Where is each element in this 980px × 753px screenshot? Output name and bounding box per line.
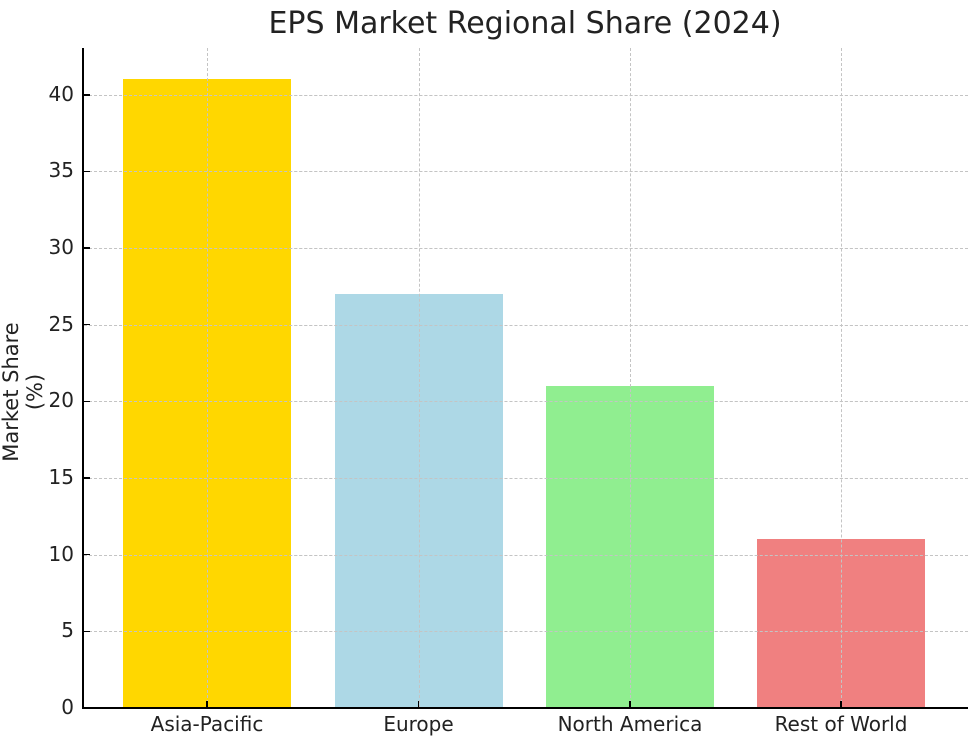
y-tick-label: 30 [48, 235, 74, 260]
horizontal-gridline [84, 94, 968, 96]
vertical-gridline [418, 48, 420, 708]
x-tick-mark [206, 701, 208, 708]
x-tick-mark [417, 701, 420, 708]
vertical-gridline [630, 48, 631, 708]
y-tick-label: 25 [48, 311, 74, 336]
horizontal-gridline [84, 478, 968, 480]
x-tick-mark [629, 701, 631, 708]
y-tick-label: 20 [48, 388, 74, 413]
x-tick-label: North America [557, 712, 703, 736]
horizontal-gridline [84, 631, 968, 633]
y-tick-mark [84, 553, 90, 556]
horizontal-gridline [84, 324, 968, 326]
y-tick-label: 15 [48, 465, 74, 490]
y-tick-mark [84, 247, 90, 249]
y-tick-label: 40 [48, 81, 74, 106]
y-tick-mark [84, 170, 90, 173]
y-axis-spine [82, 48, 84, 709]
chart-title: EPS Market Regional Share (2024) [268, 6, 782, 41]
vertical-gridline [841, 48, 842, 708]
y-tick-mark [84, 94, 90, 96]
x-tick-mark [840, 701, 842, 708]
y-tick-label: 0 [61, 695, 74, 719]
horizontal-gridline [84, 554, 968, 556]
y-tick-label: 35 [48, 158, 74, 183]
x-axis-spine [82, 707, 968, 709]
horizontal-gridline [84, 248, 968, 250]
y-tick-mark [84, 400, 90, 403]
vertical-gridline [207, 48, 208, 708]
horizontal-gridline [84, 401, 968, 403]
y-tick-mark [84, 477, 90, 479]
y-tick-label: 5 [61, 618, 74, 643]
y-tick-mark [84, 323, 90, 326]
y-tick-label: 10 [48, 541, 74, 566]
horizontal-gridline [84, 171, 968, 173]
x-tick-label: Europe [383, 712, 454, 736]
x-tick-label: Rest of World [774, 712, 908, 736]
x-tick-label: Asia-Pacific [150, 712, 264, 736]
y-tick-mark [84, 630, 90, 633]
